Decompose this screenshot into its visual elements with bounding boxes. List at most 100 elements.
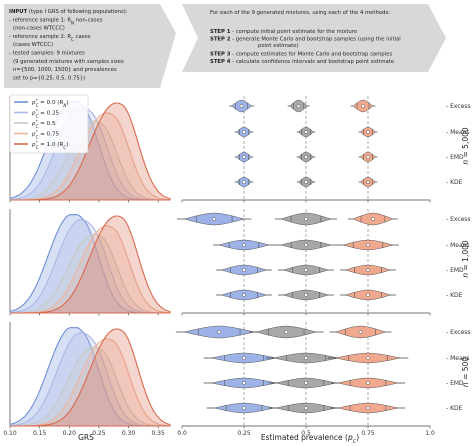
- steps-header: For each of the 9 generated mixtures, us…: [210, 10, 390, 16]
- point-estimate: [304, 293, 308, 297]
- point-estimate: [366, 243, 370, 247]
- density-curve: [9, 233, 170, 314]
- xlabel-p: p: [347, 433, 353, 442]
- point-estimate: [242, 356, 246, 360]
- method-label: - Excess: [446, 216, 471, 223]
- input-seg: - tested samples: 9 mixtures: [9, 51, 85, 57]
- input-seg: - reference sample 2: R: [9, 34, 71, 40]
- prevalence-xlabel: Estimated prevalence (pC): [261, 433, 359, 445]
- step-label: STEP 2: [210, 37, 231, 43]
- method-dash: -: [446, 103, 450, 110]
- legend-sup: *: [36, 129, 38, 134]
- method-name: KDE: [450, 292, 463, 299]
- input-line: - reference sample 1: RN non-cases: [9, 17, 103, 25]
- legend-rsub: N: [63, 103, 66, 108]
- legend-rest: = 0.25: [38, 111, 59, 117]
- legend-sup: *: [36, 119, 38, 124]
- n-italic: n: [461, 382, 470, 387]
- step-label: STEP 4: [210, 59, 231, 65]
- method-dash: -: [446, 329, 450, 336]
- method-dash: -: [446, 179, 450, 186]
- input-line: n={500, 1000, 1500} and prevalences: [13, 67, 117, 73]
- method-dash: -: [446, 355, 450, 362]
- legend-rsub: C: [63, 145, 66, 150]
- point-estimate: [366, 155, 370, 159]
- legend-sup: *: [36, 108, 38, 113]
- density-panels: 0.10 0.15 0.20 0.25 0.30 0.35: [3, 96, 171, 437]
- method-label: - Means: [446, 242, 470, 249]
- method-name: KDE: [450, 405, 463, 412]
- step-text: - compute initial point estimate for the…: [230, 29, 357, 35]
- legend-sub: C: [36, 113, 39, 118]
- method-name: Means: [450, 355, 469, 362]
- legend-label: p* C = 0.75: [31, 129, 59, 139]
- step-label: STEP 3: [210, 52, 231, 58]
- point-estimate: [242, 406, 246, 410]
- point-estimate: [366, 381, 370, 385]
- method-label: - Excess: [446, 329, 471, 336]
- xlabel-main: Estimated prevalence (: [261, 433, 348, 442]
- point-estimate: [212, 217, 217, 221]
- point-estimate: [371, 217, 375, 221]
- density-tick-label: 0.10: [3, 430, 17, 437]
- input-line: - tested samples: 9 mixtures: [9, 51, 85, 57]
- density-tick-label: 0.20: [63, 430, 77, 437]
- legend-sup: *: [36, 140, 38, 145]
- density-panel-0: [9, 96, 171, 203]
- legend-label: p* C = 1.0 (RC): [31, 140, 68, 150]
- method-name: EMD: [450, 154, 464, 161]
- method-label: - KDE: [446, 179, 463, 186]
- point-estimate: [304, 356, 308, 360]
- method-label: - EMD: [446, 154, 464, 161]
- violin-tick-label: 0.0: [177, 430, 187, 437]
- legend-close: ): [66, 142, 68, 148]
- input-rest: (type I GRS of following populations):: [27, 9, 128, 15]
- method-label: - Means: [446, 355, 470, 362]
- input-seg: (cases WTCCC): [13, 42, 53, 48]
- density-tick-label: 0.30: [122, 430, 136, 437]
- method-dash: -: [446, 129, 450, 136]
- density-curve: [10, 102, 171, 201]
- legend-p: p: [31, 132, 36, 138]
- panel-n-label: n = 5,000: [461, 127, 470, 165]
- input-seg: (9 generated mixtures with samples sizes: [13, 59, 124, 65]
- input-line: (9 generated mixtures with samples sizes: [13, 59, 124, 65]
- density-tick-label: 0.15: [33, 430, 47, 437]
- legend-label: p* C = 0.5: [31, 119, 56, 129]
- method-dash: -: [446, 216, 450, 223]
- input-seg: non-cases: [74, 17, 103, 23]
- density-curve: [10, 328, 171, 427]
- density-curve: [10, 112, 171, 201]
- point-estimate: [304, 130, 308, 134]
- input-line: (non-cases WTCCC): [13, 26, 65, 32]
- point-estimate: [361, 104, 365, 108]
- method-label: - Means: [446, 129, 470, 136]
- step-line: STEP 3 - compute estimates for Monte Car…: [210, 52, 392, 58]
- legend-rest: = 0.5: [38, 121, 56, 127]
- method-dash: -: [446, 380, 450, 387]
- density-curve: [10, 338, 171, 427]
- point-estimate: [284, 330, 289, 334]
- violin-tick-label: 0.25: [237, 430, 251, 437]
- density-curve: [9, 120, 170, 201]
- legend-rest: = 0.75: [38, 132, 59, 138]
- step-line: point estimate): [258, 43, 299, 49]
- legend-p: p: [31, 111, 36, 117]
- point-estimate: [366, 406, 370, 410]
- method-label: - KDE: [446, 292, 463, 299]
- steps-box: For each of the 9 generated mixtures, us…: [182, 4, 446, 72]
- legend-label: p* C = 0.25: [31, 108, 59, 118]
- method-dash: -: [446, 405, 450, 412]
- legend-close: ): [66, 100, 68, 106]
- input-seg: cases: [74, 34, 91, 40]
- method-label: - EMD: [446, 380, 464, 387]
- point-estimate: [358, 330, 363, 334]
- xlabel-sub: C: [353, 439, 357, 445]
- method-dash: -: [446, 242, 450, 249]
- point-estimate: [242, 293, 246, 297]
- method-dash: -: [446, 154, 450, 161]
- input-bold: INPUT: [9, 9, 28, 15]
- point-estimate: [242, 180, 246, 184]
